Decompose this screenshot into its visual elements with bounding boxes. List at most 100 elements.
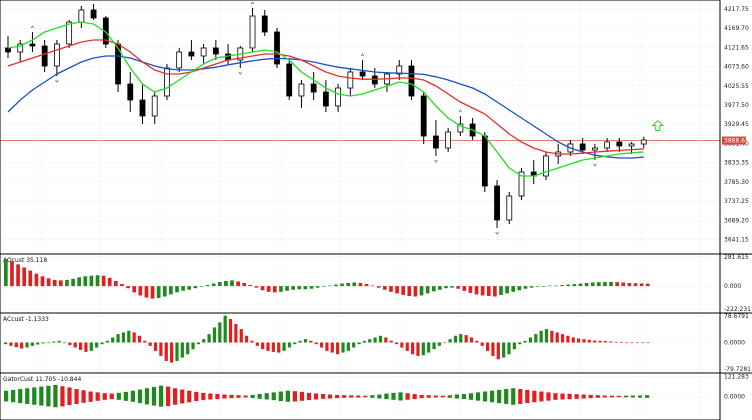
histogram-bar [143, 340, 147, 343]
histogram-bar [14, 342, 18, 348]
candle-body [29, 43, 36, 47]
gator-bar [398, 396, 403, 401]
gator-bar [405, 396, 410, 400]
histogram-bar [293, 342, 297, 345]
histogram-bar [282, 342, 286, 351]
gator-bar [384, 393, 389, 397]
gator-bar [335, 394, 340, 397]
gator-bar [433, 395, 438, 397]
histogram-bar [496, 342, 500, 360]
gator-bar [447, 395, 452, 397]
gator-bar [567, 396, 572, 400]
histogram-bar [89, 275, 94, 287]
histogram-bar [4, 259, 8, 287]
gator-bar [454, 396, 460, 399]
candle-body [286, 63, 293, 97]
candle-body [249, 15, 256, 49]
histogram-bar [207, 334, 211, 343]
histogram-bar [609, 281, 613, 287]
histogram-bar [150, 286, 155, 299]
histogram-bar [315, 286, 320, 288]
histogram-bar [346, 283, 351, 287]
histogram-bar [480, 342, 484, 346]
histogram-bar [193, 286, 198, 289]
gator-bar [187, 396, 192, 403]
gator-bar [46, 396, 51, 407]
gator-bar [180, 396, 185, 404]
gator-bar [123, 391, 128, 397]
fractal-up-icon [360, 53, 365, 57]
histogram-bar [250, 340, 254, 343]
histogram-bar [217, 281, 222, 287]
candle-body [335, 87, 342, 107]
gator-bar [102, 393, 107, 397]
gator-bar [201, 396, 206, 401]
gator-bar [201, 392, 206, 397]
histogram-bar [491, 342, 495, 356]
gator-bar [194, 396, 199, 402]
histogram-bar [462, 286, 467, 291]
histogram-bar [261, 342, 265, 350]
histogram-bar [364, 284, 369, 287]
current-price-tag-box [722, 136, 746, 145]
gator-bar [257, 394, 262, 397]
histogram-bar [181, 286, 185, 291]
candle-body [41, 45, 48, 67]
histogram-bar [9, 342, 13, 346]
gator-bar [644, 396, 650, 398]
gator-bar [130, 390, 136, 397]
histogram-bar [25, 342, 29, 348]
histogram-bar [52, 279, 57, 287]
candle-body [518, 171, 525, 197]
histogram-bar [596, 282, 601, 287]
histogram-bar [475, 340, 479, 343]
histogram-bar [448, 339, 452, 343]
candle-body [616, 141, 623, 147]
histogram-bar [234, 324, 238, 343]
histogram-bar [544, 329, 549, 343]
gator-bar [158, 385, 164, 397]
gator-bar [123, 396, 128, 401]
histogram-bar [427, 342, 431, 353]
histogram-bar [100, 342, 104, 345]
histogram-bar [453, 335, 458, 343]
histogram-bar [132, 332, 136, 343]
gator-bar [208, 396, 213, 400]
histogram-bar [138, 286, 143, 296]
gator-bar [560, 396, 565, 400]
panel-tick-label: 0.0000 [724, 394, 745, 401]
candle-body [396, 65, 403, 75]
histogram-bar [474, 286, 479, 295]
histogram-bar [578, 283, 583, 287]
gator-bar [482, 396, 488, 402]
gator-bar [356, 395, 361, 397]
histogram-bar [584, 283, 589, 287]
histogram-bar [635, 342, 640, 344]
gator-bar [109, 393, 114, 397]
histogram-bar [285, 286, 289, 291]
candle-body [359, 71, 366, 77]
candle-body [261, 15, 268, 33]
candle-body [433, 135, 439, 149]
price-tick-label: 3929.45 [724, 121, 749, 128]
gator-bar [574, 396, 579, 399]
histogram-bar [352, 282, 357, 287]
gator-bar [194, 391, 199, 397]
gator-bar [461, 394, 467, 397]
histogram-bar [582, 339, 586, 343]
gator-bar [215, 396, 220, 399]
candle-body [408, 65, 415, 97]
histogram-bar [191, 342, 195, 350]
histogram-bar [22, 267, 27, 287]
gator-bar [67, 387, 72, 397]
gator-bar [630, 396, 636, 398]
histogram-bar [625, 342, 629, 344]
gator-bar [236, 395, 241, 397]
histogram-bar [419, 286, 424, 296]
gator-bar [116, 396, 121, 400]
gator-bar [616, 396, 622, 398]
histogram-bar [437, 342, 441, 346]
gator-bar [567, 393, 572, 397]
gator-bar [497, 396, 502, 404]
